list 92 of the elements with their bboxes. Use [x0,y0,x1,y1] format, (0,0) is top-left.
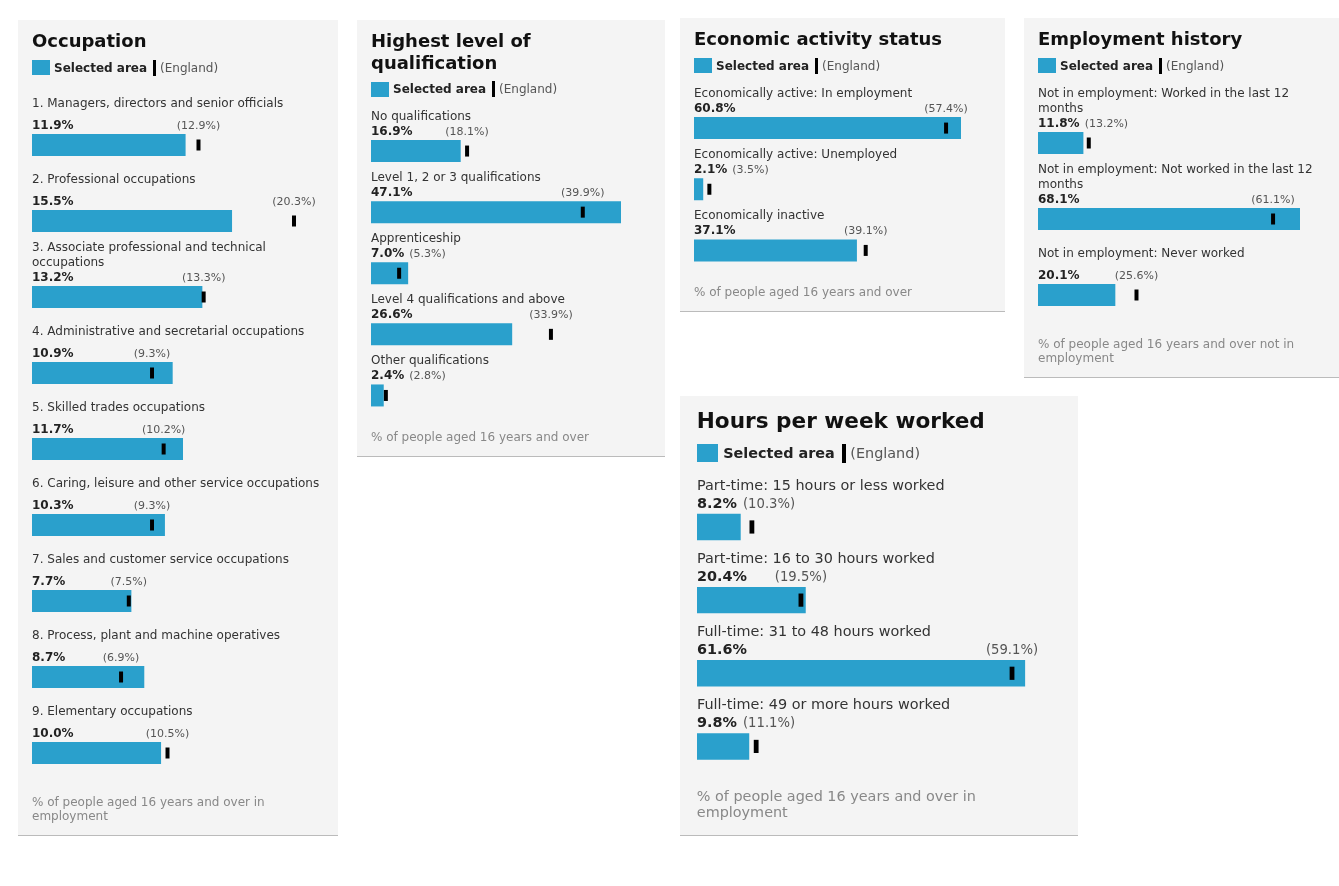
data-label: (61.1%) [1251,192,1295,206]
data-label: (25.6%) [1114,268,1159,282]
data-label: 11.9% [32,117,74,132]
data-label: (11.1%) [742,715,795,731]
legend-label: (England) [1166,58,1225,73]
data-label: (59.1%) [985,642,1038,658]
data-label: 20.1% [1038,267,1080,282]
data-label: 2.1% [694,161,728,176]
data-label: 7.7% [32,573,66,588]
data-label: (6.9%) [102,650,140,664]
data-label: 8.7% [32,649,66,664]
data-label: 10.0% [32,725,74,740]
y-tick-label: 8. Process, plant and machine operatives [32,627,281,642]
data-label: (7.5%) [110,574,148,588]
chart-title: Employment history [1038,28,1244,50]
data-label: (9.3%) [133,346,171,360]
data-label: (3.5%) [732,162,769,176]
legend-label: Selected area [1060,58,1154,73]
data-label: 13.2% [32,269,74,284]
data-label: 37.1% [694,223,736,238]
y-tick-label: Full-time: 31 to 48 hours worked [696,623,931,640]
data-label: 20.4% [696,568,747,585]
text: % of people aged 16 years and over [371,430,590,445]
legend-label: (England) [850,445,920,462]
data-label: (12.9%) [176,118,221,132]
data-label: (13.2%) [1084,116,1129,130]
data-label: 68.1% [1038,191,1080,206]
text: % of people aged 16 years and over in employment [696,788,977,821]
y-tick-label: 2. Professional occupations [32,171,196,186]
text: % of people aged 16 years and over [694,284,913,299]
data-label: (13.3%) [181,270,226,284]
y-tick-label: Economically inactive [694,208,825,223]
data-label: 47.1% [371,185,413,200]
data-label: 2.4% [371,368,405,383]
y-tick-label: No qualifications [371,109,472,124]
data-label: (10.5%) [145,726,190,740]
chart-title: Economic activity status [694,28,944,50]
chart-title: Highest level of qualification [371,30,532,74]
data-label: 16.9% [371,124,413,139]
text: % of people aged 16 years and over in employment [32,794,266,823]
data-label: 60.8% [694,100,736,115]
y-tick-label: Part-time: 16 to 30 hours worked [696,550,935,567]
chart-title: Occupation [32,30,148,52]
legend-label: Selected area [716,58,810,73]
y-tick-label: Not in employment: Not worked in the last 12 months [1038,161,1313,191]
data-label: (2.8%) [409,369,446,383]
data-label: 8.2% [696,495,737,512]
y-tick-label: 5. Skilled trades occupations [32,399,206,414]
data-label: (39.1%) [843,224,888,238]
data-label: (10.3%) [742,496,795,512]
y-tick-label: Level 1, 2 or 3 qualifications [371,170,541,185]
data-label: 15.5% [32,193,74,208]
y-tick-label: Other qualifications [371,353,489,368]
y-tick-label: Full-time: 49 or more hours worked [696,696,951,713]
y-tick-label: Economically active: In employment [694,85,913,100]
data-label: 11.7% [32,421,74,436]
data-label: 10.9% [32,345,74,360]
legend-label: Selected area [393,82,487,97]
y-tick-label: 1. Managers, directors and senior officials [32,95,284,110]
y-tick-label: Part-time: 15 hours or less worked [696,477,945,494]
data-label: 26.6% [371,307,413,322]
legend-label: (England) [160,60,219,75]
data-label: (9.3%) [133,498,171,512]
legend-label: (England) [499,82,558,97]
y-tick-label: Not in employment: Never worked [1038,245,1245,260]
y-tick-label: 6. Caring, leisure and other service occupations [32,475,320,490]
legend-label: (England) [822,58,881,73]
y-tick-label: Level 4 qualifications and above [371,292,565,307]
data-label: (18.1%) [445,125,489,139]
y-tick-label: 4. Administrative and secretarial occupations [32,323,305,338]
data-label: (10.2%) [141,422,186,436]
data-label: (5.3%) [409,247,446,261]
y-tick-label: Not in employment: Worked in the last 12 months [1038,85,1290,115]
data-label: 10.3% [32,497,74,512]
data-label: (57.4%) [924,101,968,115]
y-tick-label: 9. Elementary occupations [32,703,193,718]
legend-label: Selected area [723,445,835,462]
data-label: (39.9%) [561,186,605,200]
data-label: 9.8% [696,714,737,731]
y-tick-label: 7. Sales and customer service occupations [32,551,289,566]
y-tick-label: Economically active: Unemployed [694,146,898,161]
data-label: 61.6% [696,641,747,658]
y-tick-label: 3. Associate professional and technical occupations [32,239,266,269]
chart-title: Hours per week worked [696,408,986,434]
data-label: (20.3%) [272,194,316,208]
legend-label: Selected area [54,60,148,75]
y-tick-label: Apprenticeship [371,231,461,246]
text: % of people aged 16 years and over not in employment [1038,336,1296,365]
data-label: (19.5%) [774,569,827,585]
data-label: 11.8% [1038,115,1080,130]
data-label: (33.9%) [529,308,573,322]
data-label: 7.0% [371,246,405,261]
